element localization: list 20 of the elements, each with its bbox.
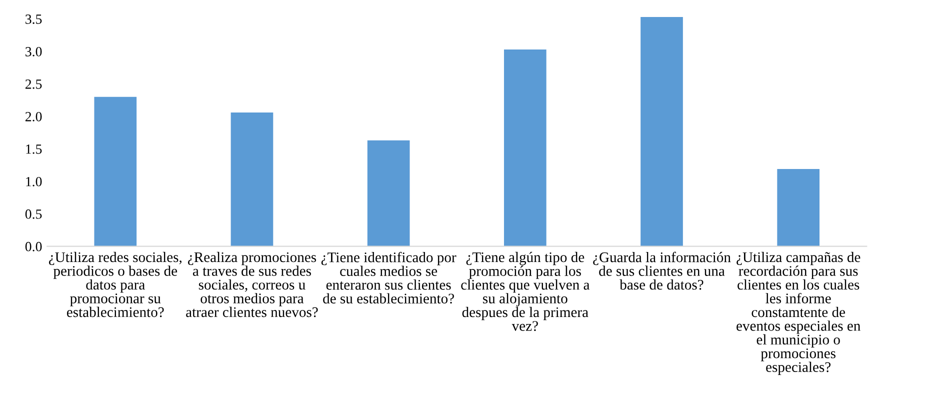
bar (777, 169, 820, 246)
bar (367, 140, 410, 246)
y-tick-label: 1.5 (26, 144, 42, 154)
bar (640, 16, 683, 246)
y-tick-label: 0.0 (25, 242, 42, 252)
x-tick-label: ¿Utiliza redes sociales, periodicos o bases de datos para promocionar su establecimiento? (48, 252, 182, 318)
y-tick-label: 2.0 (25, 112, 42, 122)
bar (230, 112, 274, 246)
bar (94, 96, 137, 246)
y-tick-label: 0.5 (25, 209, 42, 219)
y-tick-label: 1.0 (26, 176, 42, 186)
y-tick-label: 2.5 (25, 80, 42, 89)
category-label: ¿Utiliza campañas de recordación para sus clientes en los cuales les informe constamtente de eventos especiales en el municipio o promociones especiales? (736, 252, 860, 375)
bar (504, 49, 546, 246)
x-tick-label: ¿Realiza promociones a traves de sus redes sociales, correos u otros medios para atraer clientes nuevos? (186, 252, 318, 318)
y-tick-label: 3.5 (26, 14, 42, 24)
x-tick-label: ¿Guarda la información de sus clientes en una base de datos? (593, 252, 731, 290)
y-tick-label: 3.0 (26, 46, 42, 56)
x-tick-label: ¿Tiene identificado por cuales medios se enteraron sus clientes de su establecimiento? (321, 252, 456, 304)
x-tick-label: ¿Tiene algún tipo de promoción para los clientes que vuelven a su alojamiento despues de la primera vez? (461, 252, 590, 331)
